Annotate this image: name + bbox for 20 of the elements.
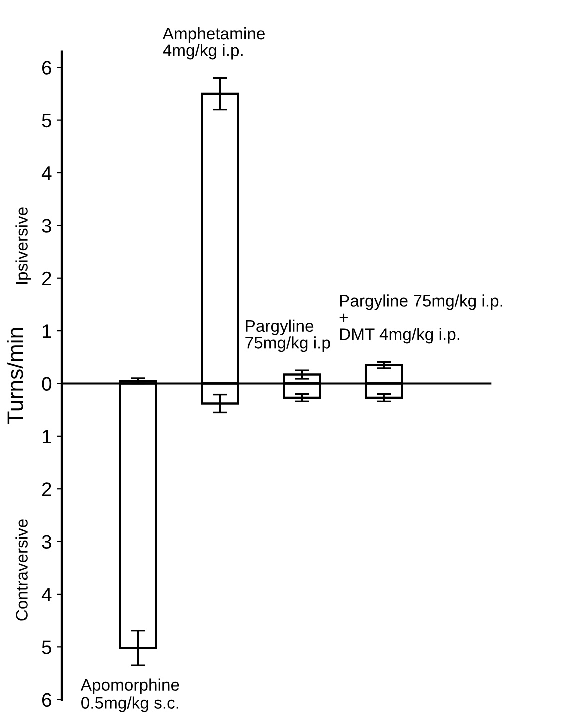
y-axis-title: Turns/min [7,328,24,424]
y-tick-label: 5 [42,114,52,128]
y-tick-label: 1 [42,430,52,444]
x-tick-label: Apomorphine 0.5mg/kg s.c. [80,678,180,712]
y-tick-label: 3 [42,219,52,233]
text: Ipsiversive [16,208,32,284]
y-tick-label: 2 [42,482,52,496]
x-tick-label: Pargyline 75mg/kg i.p [246,320,330,352]
y-tick-label: 3 [42,535,52,550]
text: Contraversive [16,520,28,621]
y-tick-label: 4 [42,588,52,602]
x-tick-label: Pargyline 75mg/kg i.p. + DMT 4mg/kg i.p. [340,294,502,344]
y-tick-label: 1 [42,324,52,338]
y-tick-label: 5 [42,640,52,654]
y-tick-label: 0 [42,377,52,391]
x-tick-label: Amphetamine 4mg/kg i.p. [162,27,265,60]
y-tick-label: 6 [42,693,52,708]
y-tick-label: 4 [42,166,52,180]
y-tick-label: 6 [42,61,52,75]
y-tick-label: 2 [42,272,52,286]
